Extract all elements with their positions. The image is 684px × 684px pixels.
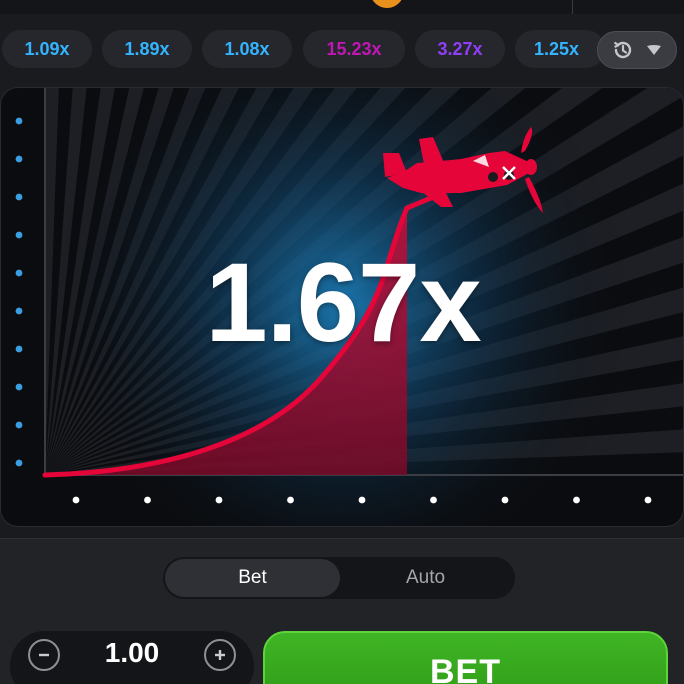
tab-auto[interactable]: Auto (338, 559, 513, 597)
bet-mode-switcher: Bet Auto (163, 557, 515, 599)
bet-button[interactable]: BET (263, 631, 668, 684)
y-axis-dot (15, 193, 23, 201)
history-item-label: 1.08x (224, 38, 270, 59)
current-multiplier: 1.67x (205, 240, 481, 365)
x-axis-dot (215, 496, 223, 504)
balance-coin-icon (370, 0, 404, 8)
y-axis-dots (15, 117, 23, 467)
x-axis-dot (144, 496, 151, 504)
y-axis-dot (15, 231, 23, 239)
increase-stake-button[interactable] (204, 639, 236, 671)
chevron-down-icon (647, 45, 661, 55)
history-item-label: 1.09x (24, 38, 70, 59)
history-icon (613, 41, 632, 59)
decrease-stake-button[interactable] (28, 639, 60, 671)
top-bar-divider (572, 0, 573, 14)
x-axis-dot (72, 496, 80, 504)
history-item-label: 3.27x (437, 38, 483, 59)
y-axis-dot (15, 155, 23, 163)
x-axis-dot (430, 496, 437, 504)
minus-icon (39, 653, 49, 657)
tab-bet[interactable]: Bet (165, 559, 340, 597)
x-axis-dot (573, 496, 580, 504)
history-item-label: 1.25x (534, 38, 580, 59)
stake-value[interactable]: 1.00 (104, 637, 160, 668)
x-axis-dots (72, 496, 652, 504)
y-axis-dot (15, 383, 23, 391)
bet-panel: Bet Auto 1.00 BET (0, 538, 684, 684)
x-axis-dot (644, 496, 652, 504)
history-item[interactable]: 3.27x (415, 30, 505, 68)
stake-stepper: 1.00 (10, 631, 254, 684)
y-axis-dot (15, 345, 23, 353)
tab-bet-label: Bet (238, 567, 267, 588)
history-item[interactable]: 1.25x (515, 30, 605, 68)
x-axis-dot (287, 496, 294, 504)
y-axis-dot (15, 421, 23, 429)
plus-icon (215, 650, 225, 660)
history-item[interactable]: 1.08x (202, 30, 292, 68)
game-scene (1, 88, 683, 526)
x-axis-dot (358, 496, 366, 504)
history-item[interactable]: 1.09x (2, 30, 92, 68)
x-axis-dot (501, 496, 509, 504)
bet-button-label: BET (430, 653, 501, 684)
y-axis-dot (15, 117, 23, 125)
top-bar (0, 0, 684, 14)
history-item[interactable]: 1.89x (102, 30, 192, 68)
flight-curve (42, 195, 434, 478)
y-axis-dot (15, 459, 23, 467)
tab-auto-label: Auto (405, 567, 446, 588)
history-item-label: 15.23x (326, 38, 382, 59)
game-canvas: 1.67x (0, 87, 684, 527)
multiplier-history: 1.09x 1.89x 1.08x 15.23x 3.27x 1.25x (0, 26, 684, 72)
history-item[interactable]: 15.23x (303, 30, 405, 68)
flight-area (45, 208, 407, 475)
history-item-label: 1.89x (124, 38, 170, 59)
airplane-icon (383, 127, 543, 213)
y-axis-dot (15, 269, 23, 277)
y-axis-dot (15, 307, 23, 315)
history-toggle-button[interactable] (597, 31, 677, 69)
